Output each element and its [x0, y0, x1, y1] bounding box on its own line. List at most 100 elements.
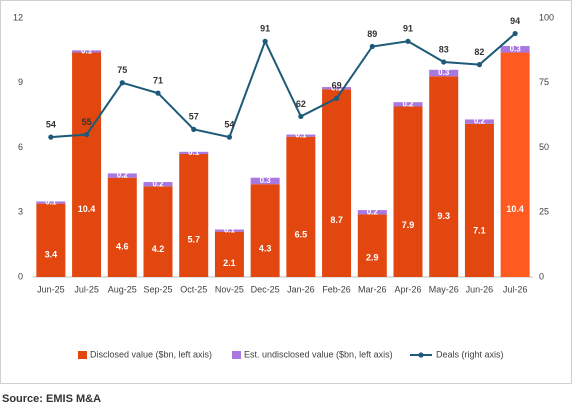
y2-tick-label: 100: [539, 12, 554, 22]
deals-label: 54: [46, 120, 56, 130]
deals-point: [298, 113, 304, 120]
bar-disclosed: [357, 214, 387, 277]
bar-label: 0.2: [367, 207, 379, 216]
x-tick-label: Jan-26: [287, 284, 315, 294]
bar-label: 5.7: [187, 234, 200, 244]
bar-undisclosed: [214, 229, 244, 232]
bar-label: 3.4: [45, 249, 58, 259]
bar-undisclosed: [179, 151, 209, 154]
bar-undisclosed: [143, 182, 173, 187]
bar-label: 2.9: [366, 253, 379, 263]
deals-point: [405, 38, 411, 44]
deals-label: 89: [367, 29, 377, 39]
bar-undisclosed: [500, 46, 530, 53]
bar-disclosed: [107, 177, 137, 277]
x-tick-label: Dec-25: [251, 284, 280, 294]
x-tick-label: Jun-25: [37, 284, 65, 294]
bar-undisclosed: [72, 50, 102, 53]
bar-label: 0.2: [152, 179, 164, 188]
bar-undisclosed: [393, 102, 423, 107]
y2-tick-label: 75: [539, 77, 549, 87]
deals-label: 91: [260, 24, 270, 34]
deals-point: [191, 126, 197, 132]
bar-label: 6.5: [295, 229, 308, 239]
bar-label: 7.1: [473, 225, 486, 235]
deals-point: [333, 95, 340, 101]
deals-point: [262, 38, 268, 44]
y-tick-label: 6: [18, 142, 23, 152]
y-tick-label: 0: [18, 271, 23, 281]
y2-tick-label: 0: [539, 271, 544, 281]
bar-undisclosed: [429, 69, 459, 77]
bar-label: 8.7: [330, 215, 343, 225]
deals-label: 62: [296, 99, 306, 109]
deals-point: [119, 80, 125, 86]
bar-label: 0.3: [510, 44, 522, 53]
deals-label: 82: [474, 47, 484, 57]
bar-undisclosed: [286, 134, 316, 137]
x-tick-label: Apr-26: [394, 284, 421, 294]
bar-undisclosed: [357, 210, 387, 215]
bar-disclosed: [72, 52, 102, 278]
legend-swatch: [232, 351, 241, 359]
bar-label: 0.1: [188, 148, 200, 157]
bar-disclosed: [464, 123, 494, 277]
bar-disclosed: [214, 231, 244, 277]
deals-label: 57: [189, 112, 199, 122]
deals-label: 71: [153, 75, 163, 85]
deals-label: 94: [510, 16, 520, 26]
bar-label: 0.1: [45, 198, 57, 207]
bar-label: 0.3: [438, 68, 450, 77]
y-tick-label: 3: [18, 207, 23, 217]
bar-undisclosed: [107, 173, 137, 178]
deals-label: 83: [439, 44, 449, 54]
bar-label: 0.3: [260, 176, 272, 185]
y2-tick-label: 25: [539, 207, 549, 217]
deals-label: 69: [332, 81, 342, 91]
legend-label: Deals (right axis): [436, 349, 504, 359]
bar-undisclosed: [250, 177, 280, 185]
legend-label: Disclosed value ($bn, left axis): [90, 349, 212, 359]
x-tick-label: Mar-26: [358, 284, 387, 294]
y-tick-label: 12: [13, 12, 23, 22]
legend-label: Est. undisclosed value ($bn, left axis): [244, 349, 393, 359]
bar-undisclosed: [322, 87, 352, 90]
deals-point: [226, 134, 233, 140]
x-tick-label: Nov-25: [215, 284, 244, 294]
x-tick-label: Aug-25: [108, 284, 137, 294]
x-tick-label: Jun-26: [466, 284, 494, 294]
bar-disclosed: [179, 153, 209, 277]
deals-label: 55: [82, 117, 92, 127]
bar-disclosed: [429, 76, 459, 278]
bar-label: 9.3: [437, 211, 450, 221]
bar-disclosed: [322, 89, 352, 277]
source: Source: EMIS M&A: [2, 393, 101, 405]
bar-disclosed: [500, 52, 530, 278]
bar-disclosed: [143, 186, 173, 277]
deals-point: [512, 30, 518, 37]
deals-point: [476, 62, 483, 68]
bar-label: 7.9: [402, 220, 415, 230]
bar-label: 0.1: [331, 83, 343, 92]
deals-line: [50, 32, 516, 139]
deals-point: [441, 59, 447, 65]
deals-label: 75: [117, 65, 127, 75]
deals-point: [155, 90, 161, 96]
deals-label: 54: [224, 120, 234, 130]
bar-label: 0.2: [474, 117, 486, 126]
deals-label: 91: [403, 24, 413, 34]
x-tick-label: Feb-26: [322, 284, 351, 294]
deals-point: [48, 134, 54, 140]
bar-label: 10.4: [78, 204, 96, 214]
bar-disclosed: [286, 136, 316, 277]
bar-label: 0.1: [224, 226, 236, 235]
y-tick-label: 9: [18, 77, 23, 87]
bar-label: 0.1: [295, 131, 307, 140]
bar-disclosed: [393, 106, 423, 277]
bar-disclosed: [250, 184, 280, 277]
legend-dot: [418, 352, 424, 358]
y2-tick-label: 50: [539, 142, 549, 152]
bar-disclosed: [36, 203, 66, 277]
deals-point: [83, 131, 90, 138]
